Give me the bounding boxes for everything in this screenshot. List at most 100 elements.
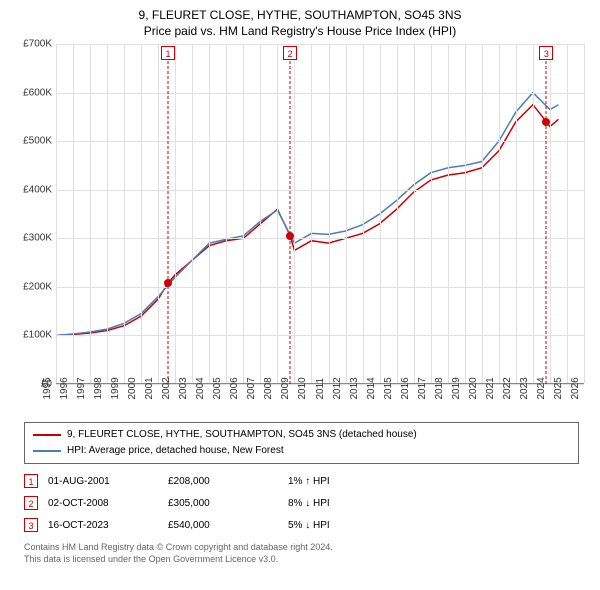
event-dot-1 [164,279,172,287]
gridline-v [90,44,91,383]
chart-subtitle: Price paid vs. HM Land Registry's House … [8,24,592,38]
footer-line1: Contains HM Land Registry data © Crown c… [24,542,576,554]
x-tick-label: 2026 [570,377,581,399]
event-row-date: 01-AUG-2001 [48,476,158,487]
x-tick-label: 2008 [263,377,274,399]
event-row-price: £305,000 [168,498,278,509]
x-tick-label: 2012 [332,377,343,399]
chart-lines [56,44,584,384]
gridline-v [550,44,551,383]
x-tick-label: 1997 [76,377,87,399]
x-tick-label: 2005 [212,377,223,399]
legend-row-hpi: HPI: Average price, detached house, New … [33,443,570,459]
gridline-v [277,44,278,383]
gridline-v [448,44,449,383]
series-hpi [56,93,558,336]
legend-swatch-property [33,434,61,436]
gridline-v [465,44,466,383]
event-marker-2: 2 [283,46,297,60]
x-tick-label: 2006 [229,377,240,399]
x-tick-label: 2004 [195,377,206,399]
event-row-diff: 1% ↑ HPI [288,476,388,487]
y-tick-label: £700K [23,39,52,50]
x-tick-label: 2024 [536,377,547,399]
gridline-v [346,44,347,383]
event-row-price: £540,000 [168,520,278,531]
gridline-v [431,44,432,383]
x-tick-label: 2022 [502,377,513,399]
event-row-diff: 5% ↓ HPI [288,520,388,531]
gridline-h [56,238,584,239]
x-tick-label: 2010 [297,377,308,399]
gridline-v [107,44,108,383]
legend-label-property: 9, FLEURET CLOSE, HYTHE, SOUTHAMPTON, SO… [67,427,417,443]
x-tick-label: 2001 [144,377,155,399]
event-row-marker: 2 [24,496,38,510]
gridline-v [158,44,159,383]
chart-container: 123 £0£100K£200K£300K£400K£500K£600K£700… [8,44,584,414]
gridline-v [499,44,500,383]
gridline-v [380,44,381,383]
gridline-v [56,44,57,383]
y-tick-label: £300K [23,233,52,244]
gridline-h [56,335,584,336]
series-property [56,105,558,336]
x-tick-label: 2020 [468,377,479,399]
gridline-h [56,287,584,288]
gridline-h [56,93,584,94]
x-tick-label: 2002 [161,377,172,399]
event-marker-3: 3 [539,46,553,60]
gridline-v [73,44,74,383]
y-tick-label: £600K [23,87,52,98]
event-row: 202-OCT-2008£305,0008% ↓ HPI [24,492,579,514]
x-tick-label: 2019 [451,377,462,399]
gridline-v [414,44,415,383]
x-tick-label: 2003 [178,377,189,399]
events-table: 1 01-AUG-2001 £208,000 1% ↑ HPI 202-OCT-2008… [24,470,579,536]
x-tick-label: 2017 [417,377,428,399]
event-row: 1 01-AUG-2001 £208,000 1% ↑ HPI [24,470,579,492]
y-tick-label: £200K [23,281,52,292]
gridline-h [56,190,584,191]
gridline-v [226,44,227,383]
event-dot-2 [286,232,294,240]
x-tick-label: 2021 [485,377,496,399]
x-tick-label: 2015 [383,377,394,399]
x-tick-label: 1998 [93,377,104,399]
gridline-v [260,44,261,383]
gridline-v [192,44,193,383]
event-row-marker: 1 [24,474,38,488]
gridline-v [311,44,312,383]
gridline-v [397,44,398,383]
gridline-h [56,44,584,45]
gridline-v [516,44,517,383]
x-tick-label: 2009 [280,377,291,399]
x-tick-label: 2025 [553,377,564,399]
x-tick-label: 1999 [110,377,121,399]
gridline-v [363,44,364,383]
event-row-date: 16-OCT-2023 [48,520,158,531]
gridline-v [584,44,585,383]
event-dot-3 [542,118,550,126]
x-tick-label: 2007 [246,377,257,399]
gridline-v [294,44,295,383]
x-tick-label: 1996 [59,377,70,399]
gridline-v [209,44,210,383]
gridline-v [567,44,568,383]
x-tick-label: 2016 [400,377,411,399]
y-tick-label: £500K [23,136,52,147]
x-tick-label: 1995 [42,377,53,399]
legend-label-hpi: HPI: Average price, detached house, New … [67,443,284,459]
chart-title: 9, FLEURET CLOSE, HYTHE, SOUTHAMPTON, SO… [8,8,592,22]
x-tick-label: 2014 [366,377,377,399]
event-row-price: £208,000 [168,476,278,487]
footer-line2: This data is licensed under the Open Gov… [24,554,576,566]
x-tick-label: 2011 [315,378,326,400]
gridline-v [482,44,483,383]
x-tick-label: 2018 [434,377,445,399]
plot-area: 123 [56,44,584,384]
gridline-h [56,141,584,142]
gridline-v [175,44,176,383]
gridline-v [329,44,330,383]
x-tick-label: 2023 [519,377,530,399]
